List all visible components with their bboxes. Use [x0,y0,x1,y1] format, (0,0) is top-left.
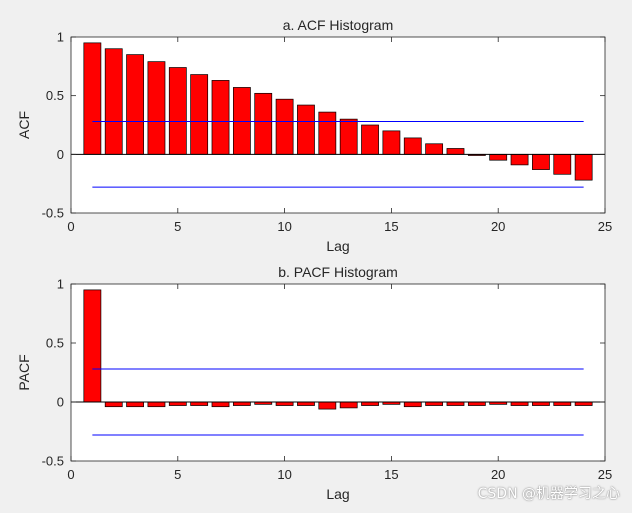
acf-bar-lag-10 [275,98,294,155]
pacf-x-label: Lag [326,486,349,502]
pacf-bar-lag-24 [574,401,593,406]
acf-bar-lag-16 [403,137,422,155]
pacf-bar-lag-11 [297,401,315,406]
pacf-bar-lag-22 [532,401,550,406]
acf-bar-lag-20 [489,153,508,161]
acf-x-tick-label: 20 [491,219,505,234]
acf-bar-lag-7 [211,80,230,155]
acf-bar-lag-2 [104,48,123,155]
pacf-axes-box [70,283,606,462]
pacf-chart: 0 5 10 15 20 25-0.500.51b. PACF HistogramLagP… [16,264,612,502]
pacf-bar-lag-1 [83,289,102,403]
acf-x-tick-label: 15 [384,219,398,234]
acf-bar-lag-24 [574,153,593,181]
pacf-title: b. PACF Histogram [278,264,398,280]
acf-bar-lag-14 [361,124,379,155]
acf-bar-lag-6 [190,74,209,155]
acf-title: a. ACF Histogram [283,17,393,33]
acf-bar-lag-8 [232,87,251,155]
acf-bar-lag-11 [297,104,315,155]
acf-x-tick-label: 0 [67,219,74,234]
pacf-bar-lag-4 [147,401,166,408]
acf-chart: 0 5 10 15 20 25-0.500.51a. ACF HistogramLagAC… [16,17,612,254]
acf-bar-lag-17 [425,143,444,155]
pacf-x-tick-label: 0 [67,467,74,482]
acf-bar-lag-18 [446,148,465,155]
pacf-bar-lag-2 [104,401,123,408]
acf-x-tick-label: 5 [174,219,181,234]
pacf-bar-lag-8 [232,401,251,406]
pacf-bar-lag-5 [168,401,187,406]
acf-x-tick-label: 25 [598,219,612,234]
pacf-bar-lag-23 [553,401,572,406]
acf-bar-lag-22 [532,153,550,170]
watermark: CSDN @机器学习之心 [477,486,620,502]
acf-y-tick-label: 1 [57,30,64,45]
pacf-bar-lag-18 [446,401,465,406]
pacf-plot-area [71,284,605,461]
pacf-bar-lag-6 [190,401,209,406]
pacf-bar-lag-12 [318,401,337,410]
acf-bar-lag-1 [83,42,102,155]
acf-bar-lag-5 [168,67,187,155]
pacf-x-tick-label: 5 [174,467,181,482]
pacf-y-tick-label: 0.5 [46,336,64,351]
acf-x-tick-label: 10 [277,219,291,234]
acf-y-tick-label: -0.5 [42,206,64,221]
pacf-bar-lag-16 [403,401,422,408]
acf-bar-lag-12 [318,111,337,155]
pacf-y-label: PACF [16,354,32,390]
pacf-bar-lag-17 [425,401,444,406]
pacf-y-tick-label: 1 [57,277,64,292]
acf-axes-box [70,36,606,214]
acf-x-label: Lag [326,238,349,254]
pacf-bar-lag-19 [467,401,486,406]
pacf-bar-lag-7 [211,401,230,408]
pacf-bar-lag-14 [361,401,379,406]
acf-y-tick-label: 0 [57,147,64,162]
pacf-x-tick-label: 25 [598,467,612,482]
pacf-x-tick-label: 10 [277,467,291,482]
pacf-y-tick-label: 0 [57,395,64,410]
acf-bar-lag-4 [147,61,166,155]
acf-bar-lag-15 [382,130,401,155]
acf-y-label: ACF [16,111,32,139]
acf-y-tick-label: 0.5 [46,88,64,103]
pacf-bar-lag-3 [126,401,144,408]
pacf-y-tick-label: -0.5 [42,454,64,469]
acf-bar-lag-13 [339,118,358,155]
pacf-bar-lag-21 [510,401,529,406]
pacf-bar-lag-13 [339,401,358,409]
acf-bar-lag-23 [553,153,572,175]
pacf-x-tick-label: 15 [384,467,398,482]
acf-bar-lag-9 [254,92,273,155]
pacf-x-tick-label: 20 [491,467,505,482]
acf-bar-lag-21 [510,153,529,166]
acf-bar-lag-3 [126,54,144,155]
pacf-bar-lag-10 [275,401,294,406]
